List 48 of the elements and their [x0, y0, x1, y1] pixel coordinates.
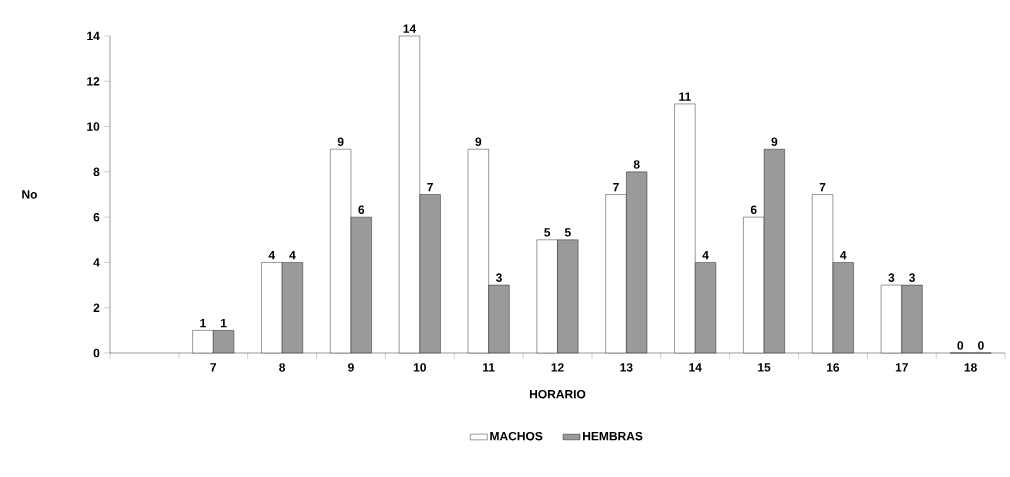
data-label: 9 — [337, 137, 344, 147]
data-label: 3 — [888, 273, 895, 282]
data-label: 7 — [613, 183, 619, 192]
data-label: 5 — [564, 228, 571, 237]
data-label: 9 — [771, 137, 778, 147]
data-label: 7 — [427, 183, 433, 192]
data-label: 3 — [495, 273, 502, 282]
data-label: 1 — [221, 318, 227, 328]
data-label: 4 — [268, 250, 276, 260]
y-tick-label: 14 — [87, 31, 100, 41]
legend-label: HEMBRAS — [583, 431, 643, 441]
x-tick-label: 15 — [758, 363, 771, 372]
x-tick-label: 17 — [895, 363, 908, 372]
data-label: 11 — [679, 92, 691, 101]
data-label: 5 — [544, 228, 551, 237]
legend-label: MACHOS — [490, 431, 543, 441]
x-tick-label: 12 — [551, 363, 564, 372]
x-tick-label: 16 — [826, 363, 840, 372]
y-axis-title: No — [22, 190, 37, 199]
x-tick-label: 18 — [964, 363, 977, 372]
data-label: 3 — [909, 273, 915, 282]
x-tick-label: 14 — [689, 363, 702, 372]
data-label: 4 — [840, 250, 847, 260]
x-tick-label: 13 — [620, 363, 633, 372]
data-label: 6 — [750, 205, 757, 214]
x-axis-title: HORARIO — [529, 389, 586, 399]
data-label: 0 — [957, 341, 964, 350]
x-tick-label: 11 — [483, 363, 495, 372]
x-tick-label: 8 — [279, 363, 286, 372]
y-tick-label: 2 — [93, 303, 100, 312]
data-label: 4 — [702, 250, 709, 260]
y-tick-label: 10 — [87, 122, 100, 131]
x-tick-label: 10 — [413, 363, 426, 372]
x-tick-label: 7 — [210, 363, 217, 372]
y-tick-label: 12 — [87, 77, 100, 86]
data-label: 8 — [633, 160, 640, 169]
y-tick-label: 0 — [93, 348, 100, 358]
data-label: 4 — [289, 250, 296, 260]
y-tick-label: 8 — [93, 167, 100, 177]
y-tick-label: 6 — [93, 212, 100, 222]
data-label: 6 — [358, 205, 365, 214]
data-label: 0 — [978, 341, 984, 350]
data-label: 9 — [475, 137, 482, 147]
data-label: 14 — [403, 24, 417, 33]
data-label: 7 — [819, 183, 826, 192]
data-label: 1 — [200, 318, 206, 328]
y-tick-label: 4 — [93, 258, 100, 267]
x-tick-label: 9 — [348, 363, 354, 372]
